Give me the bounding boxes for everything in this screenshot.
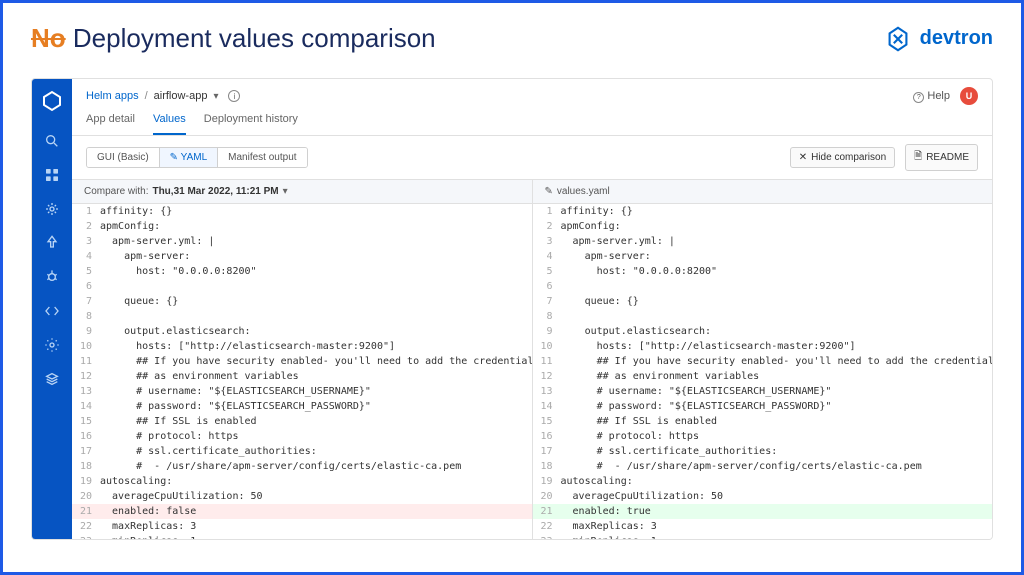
tab-app-detail[interactable]: App detail bbox=[86, 113, 135, 135]
code-line: 3 apm-server.yml: | bbox=[72, 234, 532, 249]
code-line: 21 enabled: false bbox=[72, 504, 532, 519]
devtron-icon bbox=[884, 25, 912, 53]
title-strike: No bbox=[31, 23, 66, 53]
code-line: 16 # protocol: https bbox=[533, 429, 993, 444]
readme-button[interactable]: 🗎 README bbox=[905, 144, 978, 171]
code-line: 22 maxReplicas: 3 bbox=[533, 519, 993, 534]
code-line: 6 bbox=[72, 279, 532, 294]
document-icon: 🗎 bbox=[914, 149, 922, 166]
code-line: 13 # username: "${ELASTICSEARCH_USERNAME… bbox=[533, 384, 993, 399]
help-link[interactable]: ?Help bbox=[913, 90, 950, 103]
right-code[interactable]: 1affinity: {}2apmConfig:3 apm-server.yml… bbox=[533, 204, 993, 539]
breadcrumb-current: airflow-app bbox=[154, 90, 208, 102]
code-line: 10 hosts: ["http://elasticsearch-master:… bbox=[72, 339, 532, 354]
code-line: 23 minReplicas: 1 bbox=[533, 534, 993, 539]
compare-area: Compare with: Thu,31 Mar 2022, 11:21 PM … bbox=[72, 179, 992, 539]
code-line: 19autoscaling: bbox=[72, 474, 532, 489]
view-manifest-button[interactable]: Manifest output bbox=[218, 148, 306, 167]
main-content: Helm apps / airflow-app ▾ i ?Help U App … bbox=[72, 79, 992, 539]
code-line: 7 queue: {} bbox=[533, 294, 993, 309]
code-line: 21 enabled: true bbox=[533, 504, 993, 519]
view-mode-group: GUI (Basic) ✎ YAML Manifest output bbox=[86, 147, 308, 168]
code-line: 5 host: "0.0.0.0:8200" bbox=[72, 264, 532, 279]
bug-icon[interactable] bbox=[42, 267, 62, 287]
breadcrumb-parent[interactable]: Helm apps bbox=[86, 90, 139, 102]
right-pane: ✎ values.yaml 1affinity: {}2apmConfig:3 … bbox=[533, 180, 993, 539]
code-line: 18 # - /usr/share/apm-server/config/cert… bbox=[72, 459, 532, 474]
code-line: 20 averageCpuUtilization: 50 bbox=[72, 489, 532, 504]
code-line: 22 maxReplicas: 3 bbox=[72, 519, 532, 534]
left-pane-header[interactable]: Compare with: Thu,31 Mar 2022, 11:21 PM … bbox=[72, 180, 532, 204]
deploy-icon[interactable] bbox=[42, 233, 62, 253]
brand-name: devtron bbox=[920, 27, 993, 50]
code-line: 12 ## as environment variables bbox=[72, 369, 532, 384]
breadcrumb: Helm apps / airflow-app ▾ i bbox=[86, 90, 240, 102]
subbar: GUI (Basic) ✎ YAML Manifest output ✕ Hid… bbox=[72, 136, 992, 179]
code-line: 8 bbox=[72, 309, 532, 324]
code-line: 20 averageCpuUtilization: 50 bbox=[533, 489, 993, 504]
tabs: App detail Values Deployment history bbox=[72, 105, 992, 136]
code-line: 12 ## as environment variables bbox=[533, 369, 993, 384]
settings-icon[interactable] bbox=[42, 335, 62, 355]
right-pane-header: ✎ values.yaml bbox=[533, 180, 993, 204]
chevron-down-icon: ▾ bbox=[283, 186, 288, 197]
code-line: 11 ## If you have security enabled- you'… bbox=[533, 354, 993, 369]
code-line: 6 bbox=[533, 279, 993, 294]
slide-header: No Deployment values comparison devtron bbox=[31, 23, 993, 54]
avatar[interactable]: U bbox=[960, 87, 978, 105]
code-line: 23 minReplicas: 1 bbox=[72, 534, 532, 539]
code-line: 2apmConfig: bbox=[72, 219, 532, 234]
layers-icon[interactable] bbox=[42, 369, 62, 389]
sidebar-logo-icon[interactable] bbox=[40, 89, 64, 113]
code-line: 4 apm-server: bbox=[533, 249, 993, 264]
code-icon[interactable] bbox=[42, 301, 62, 321]
topbar-right: ?Help U bbox=[913, 87, 978, 105]
tab-deployment-history[interactable]: Deployment history bbox=[204, 113, 298, 135]
chevron-down-icon[interactable]: ▾ bbox=[213, 91, 218, 102]
search-icon[interactable] bbox=[42, 131, 62, 151]
info-icon[interactable]: i bbox=[228, 90, 240, 102]
code-line: 14 # password: "${ELASTICSEARCH_PASSWORD… bbox=[533, 399, 993, 414]
sidebar bbox=[32, 79, 72, 539]
left-pane: Compare with: Thu,31 Mar 2022, 11:21 PM … bbox=[72, 180, 533, 539]
code-line: 7 queue: {} bbox=[72, 294, 532, 309]
code-line: 17 # ssl.certificate_authorities: bbox=[533, 444, 993, 459]
code-line: 16 # protocol: https bbox=[72, 429, 532, 444]
brand-logo: devtron bbox=[884, 25, 993, 53]
code-line: 19autoscaling: bbox=[533, 474, 993, 489]
breadcrumb-sep: / bbox=[145, 90, 148, 102]
code-line: 13 # username: "${ELASTICSEARCH_USERNAME… bbox=[72, 384, 532, 399]
code-line: 18 # - /usr/share/apm-server/config/cert… bbox=[533, 459, 993, 474]
close-icon: ✕ bbox=[799, 152, 807, 163]
code-line: 17 # ssl.certificate_authorities: bbox=[72, 444, 532, 459]
hide-comparison-button[interactable]: ✕ Hide comparison bbox=[790, 147, 895, 168]
code-line: 9 output.elasticsearch: bbox=[533, 324, 993, 339]
code-line: 4 apm-server: bbox=[72, 249, 532, 264]
code-line: 2apmConfig: bbox=[533, 219, 993, 234]
title-text: Deployment values comparison bbox=[73, 23, 436, 53]
tab-values[interactable]: Values bbox=[153, 113, 186, 135]
helm-icon[interactable] bbox=[42, 199, 62, 219]
code-line: 3 apm-server.yml: | bbox=[533, 234, 993, 249]
code-line: 10 hosts: ["http://elasticsearch-master:… bbox=[533, 339, 993, 354]
view-yaml-button[interactable]: ✎ YAML bbox=[160, 148, 218, 167]
app-window: Helm apps / airflow-app ▾ i ?Help U App … bbox=[31, 78, 993, 540]
view-gui-button[interactable]: GUI (Basic) bbox=[87, 148, 160, 167]
code-line: 1affinity: {} bbox=[533, 204, 993, 219]
topbar: Helm apps / airflow-app ▾ i ?Help U bbox=[72, 79, 992, 105]
code-line: 11 ## If you have security enabled- you'… bbox=[72, 354, 532, 369]
slide-title: No Deployment values comparison bbox=[31, 23, 436, 54]
code-line: 9 output.elasticsearch: bbox=[72, 324, 532, 339]
subbar-actions: ✕ Hide comparison 🗎 README bbox=[790, 144, 978, 171]
pencil-icon: ✎ bbox=[545, 186, 553, 197]
code-line: 8 bbox=[533, 309, 993, 324]
code-line: 15 ## If SSL is enabled bbox=[72, 414, 532, 429]
code-line: 15 ## If SSL is enabled bbox=[533, 414, 993, 429]
apps-icon[interactable] bbox=[42, 165, 62, 185]
code-line: 1affinity: {} bbox=[72, 204, 532, 219]
code-line: 5 host: "0.0.0.0:8200" bbox=[533, 264, 993, 279]
code-line: 14 # password: "${ELASTICSEARCH_PASSWORD… bbox=[72, 399, 532, 414]
left-code[interactable]: 1affinity: {}2apmConfig:3 apm-server.yml… bbox=[72, 204, 532, 539]
